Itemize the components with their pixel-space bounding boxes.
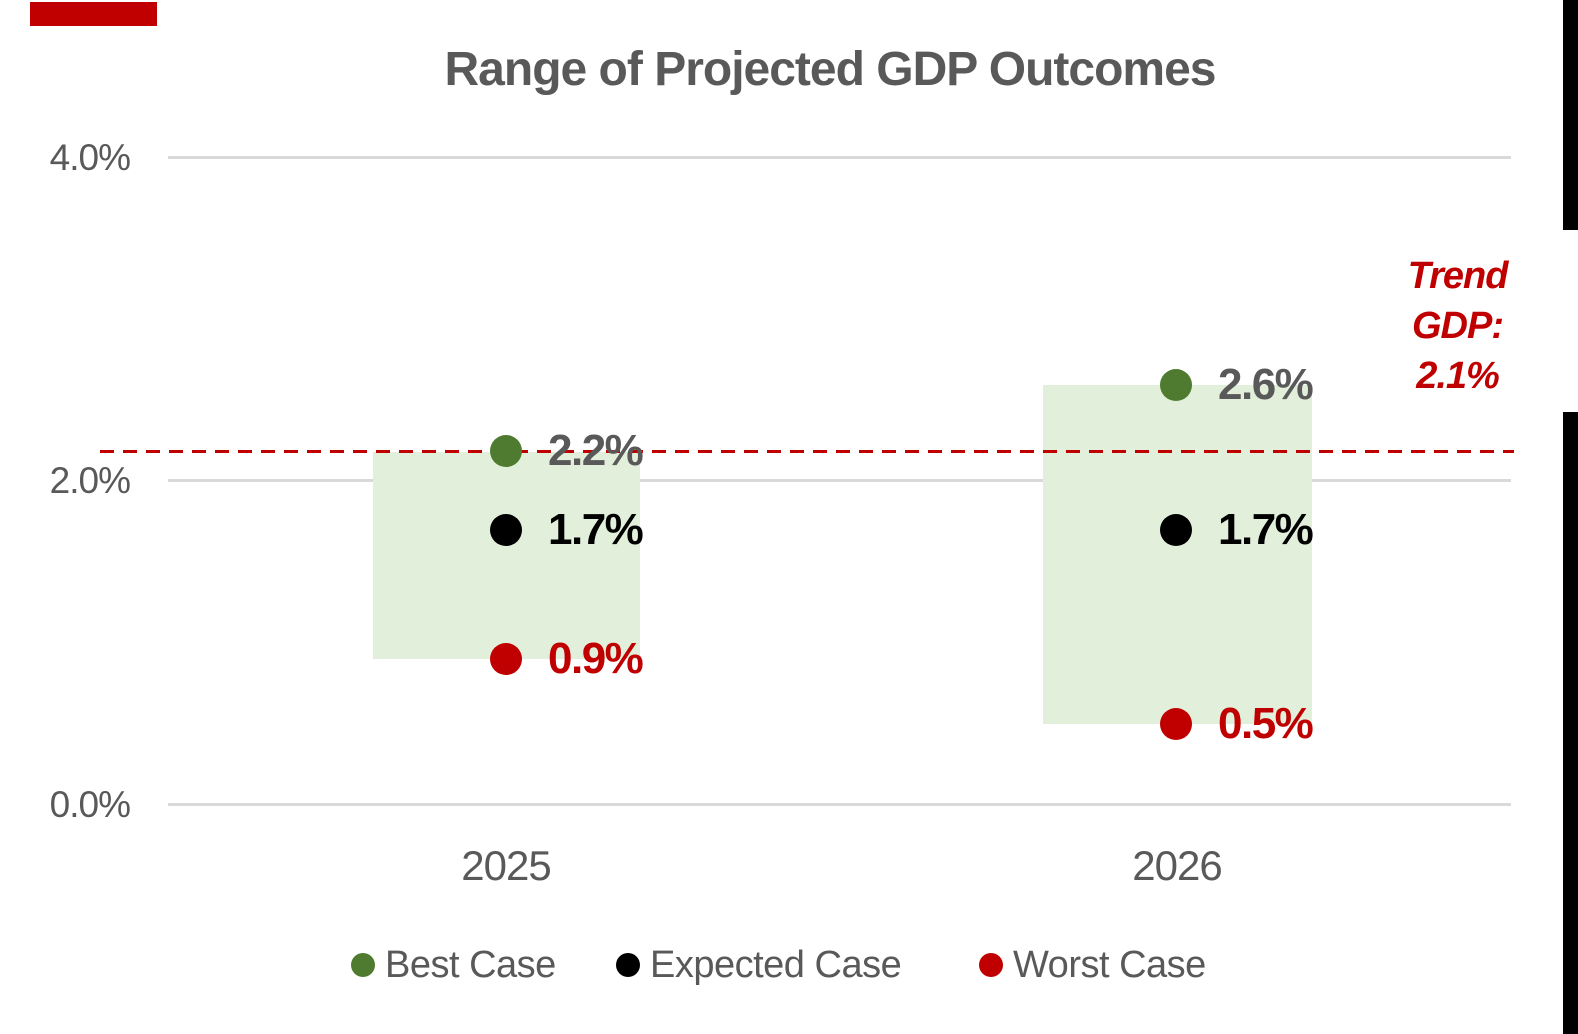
trend-gdp-dashed-line	[100, 450, 1514, 453]
best-case-label-2025: 2.2%	[548, 426, 644, 475]
trend-gdp-annotation-line3: 2.1%	[1416, 355, 1500, 397]
black-edge-bar-bottom	[1563, 412, 1578, 1034]
gridline-4pct	[168, 156, 1511, 159]
legend-item-expected-case: Expected Case	[616, 943, 902, 986]
expected-case-label-2025: 1.7%	[548, 505, 644, 554]
range-band-2026	[1043, 385, 1312, 724]
range-band-2025	[373, 452, 640, 659]
best-case-dot-2025	[490, 435, 522, 467]
x-category-2026: 2026	[1132, 842, 1222, 889]
trend-gdp-annotation: Trend GDP: 2.1%	[1395, 251, 1520, 401]
y-tick-4pct: 4.0%	[49, 137, 131, 178]
expected-case-legend-dot-icon	[616, 953, 640, 977]
trend-gdp-annotation-line1: Trend	[1407, 255, 1509, 297]
legend-label-worst-case: Worst Case	[1013, 943, 1206, 986]
legend-label-expected-case: Expected Case	[650, 943, 902, 986]
expected-case-label-2026: 1.7%	[1218, 505, 1314, 554]
worst-case-legend-dot-icon	[979, 953, 1003, 977]
best-case-legend-dot-icon	[351, 953, 375, 977]
y-tick-0pct: 0.0%	[49, 784, 131, 825]
expected-case-dot-2025	[490, 514, 522, 546]
worst-case-dot-2026	[1160, 708, 1192, 740]
red-accent-bar	[30, 2, 157, 26]
x-category-2025: 2025	[461, 842, 551, 889]
y-tick-2pct: 2.0%	[49, 460, 131, 501]
gridline-0pct	[168, 803, 1511, 806]
best-case-dot-2026	[1160, 369, 1192, 401]
legend-label-best-case: Best Case	[385, 943, 556, 986]
best-case-label-2026: 2.6%	[1218, 360, 1314, 409]
worst-case-label-2025: 0.9%	[548, 634, 644, 683]
gridline-2pct	[168, 479, 1511, 482]
legend-item-worst-case: Worst Case	[979, 944, 1206, 986]
chart-title: Range of Projected GDP Outcomes	[444, 43, 1217, 96]
trend-gdp-annotation-line2: GDP:	[1412, 305, 1504, 347]
legend-item-best-case: Best Case	[351, 944, 556, 986]
black-edge-bar-top	[1563, 0, 1578, 230]
worst-case-dot-2025	[490, 643, 522, 675]
worst-case-label-2026: 0.5%	[1218, 699, 1314, 748]
expected-case-dot-2026	[1160, 514, 1192, 546]
